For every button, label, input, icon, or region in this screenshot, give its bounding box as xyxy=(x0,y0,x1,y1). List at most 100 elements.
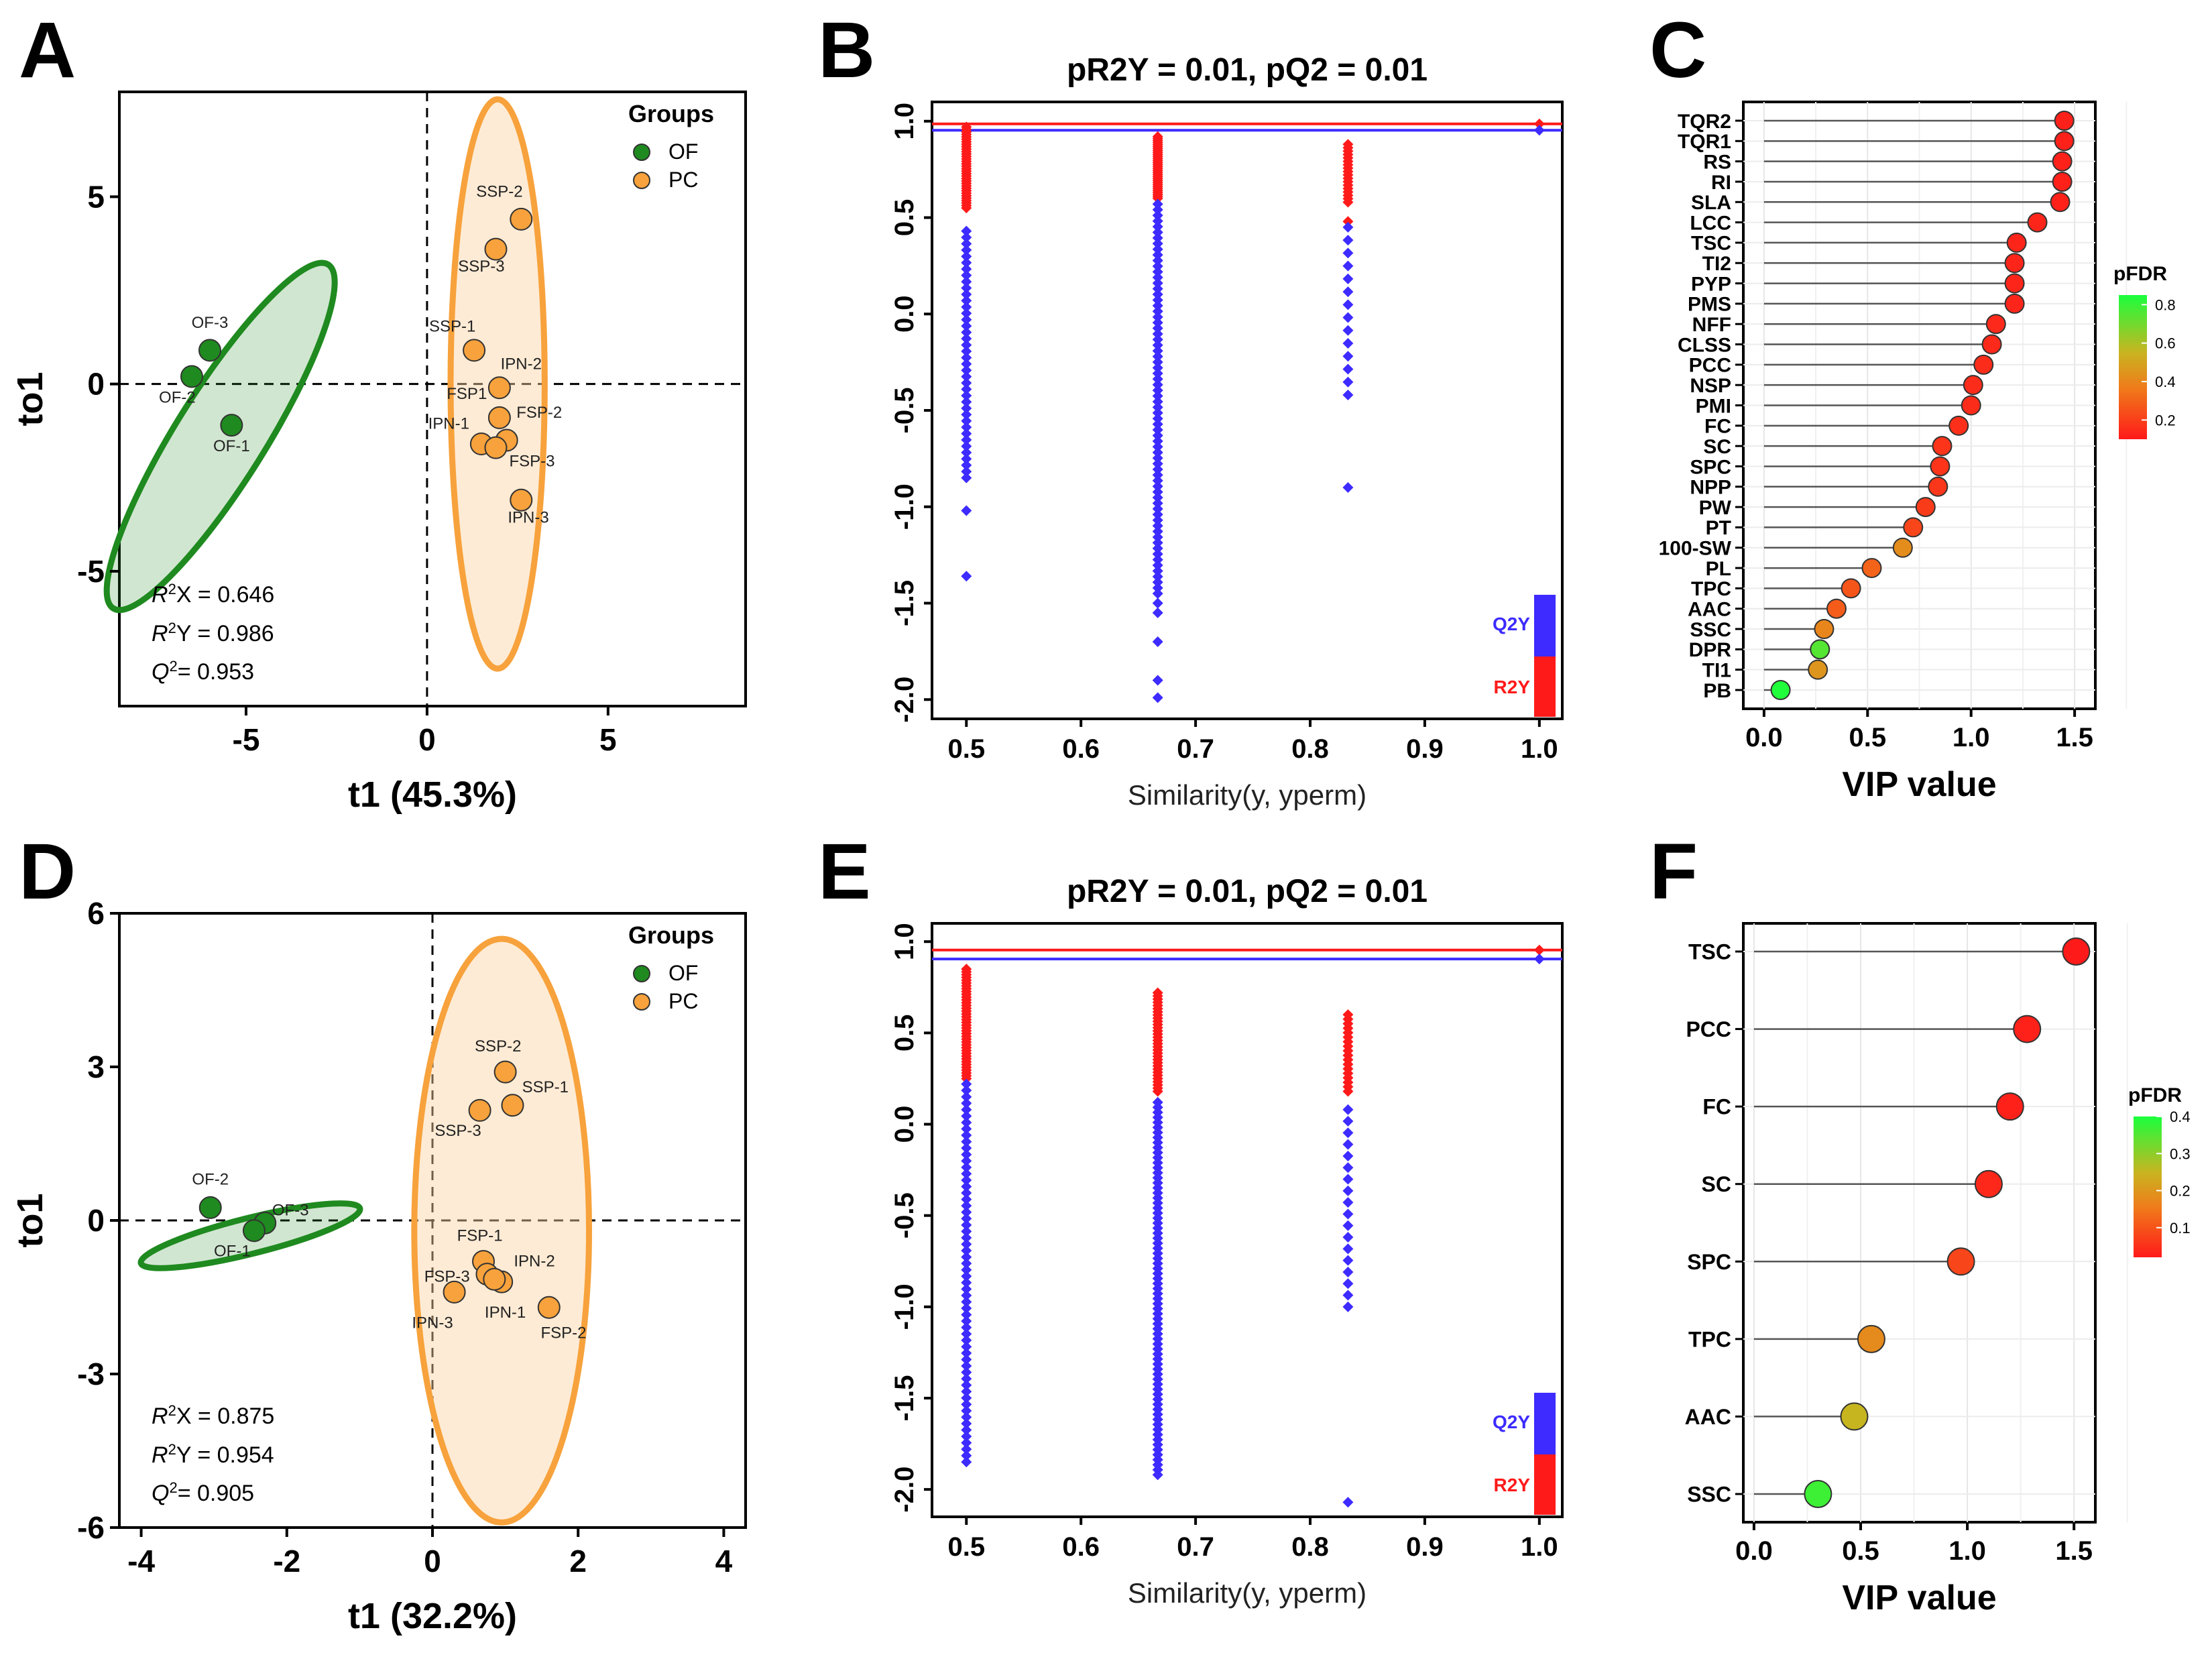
lollipop-dot xyxy=(1770,680,1791,700)
feature-label: TI2 xyxy=(1702,253,1731,275)
q2y-permutation-point xyxy=(961,1206,972,1218)
sample-label: OF-3 xyxy=(192,314,229,332)
q2y-permutation-point xyxy=(1533,954,1545,965)
vip-plot-C: TQR2TQR1RSRISLALCCTSCTI2PYPPMSNFFCLSSPCC… xyxy=(1659,101,2176,804)
x-axis-label: t1 (45.3%) xyxy=(348,775,517,815)
feature-label: PMS xyxy=(1688,294,1731,316)
feature-label: TQR1 xyxy=(1678,131,1731,153)
lollipop-dot xyxy=(1810,639,1830,660)
q2y-permutation-point xyxy=(1152,560,1163,571)
r2y-permutation-point xyxy=(1342,1009,1354,1021)
q2y-permutation-point xyxy=(961,390,972,401)
q2y-permutation-point xyxy=(1342,221,1354,233)
q2y-permutation-point xyxy=(1152,514,1163,526)
feature-label: PL xyxy=(1706,558,1731,580)
q2y-permutation-point xyxy=(1152,306,1163,317)
feature-label: NFF xyxy=(1692,314,1731,336)
q2y-permutation-point xyxy=(961,1155,972,1167)
q2y-permutation-point xyxy=(961,365,972,376)
q2y-permutation-point xyxy=(1152,289,1163,300)
q2y-permutation-point xyxy=(961,1239,972,1250)
chart-title: pR2Y = 0.01, pQ2 = 0.01 xyxy=(1067,874,1428,909)
q2y-permutation-point xyxy=(1152,509,1163,520)
q2y-permutation-point xyxy=(1342,1266,1354,1277)
x-axis-label: Similarity(y, yperm) xyxy=(1128,779,1366,811)
q2y-permutation-point xyxy=(1152,492,1163,504)
q2y-permutation-point xyxy=(961,1283,972,1295)
q2y-permutation-point xyxy=(1342,1173,1354,1185)
sample-point xyxy=(220,414,243,437)
q2y-permutation-point xyxy=(1152,526,1163,537)
q2y-permutation-point xyxy=(961,1232,972,1243)
lollipop-dot xyxy=(2052,171,2073,192)
feature-label: FC xyxy=(1704,416,1731,438)
q2y-permutation-point xyxy=(961,1444,972,1455)
score-plot-A: OF-3 OF-2 OF-1 SSP-2 SSP-3 SSP-1 IPN-2 FSP1 FSP-… xyxy=(10,91,747,815)
q2y-permutation-point xyxy=(1152,636,1163,647)
q2y-permutation-point xyxy=(961,308,972,319)
legend-bar-R2Y xyxy=(1534,1454,1556,1515)
q2y-permutation-point xyxy=(961,1181,972,1192)
q2y-permutation-point xyxy=(1342,1278,1354,1289)
lollipop-dot xyxy=(1981,334,2002,355)
lollipop-dot xyxy=(1963,375,1983,396)
colorbar-tick-label: 0.3 xyxy=(2170,1145,2191,1162)
model-statistic: R2X = 0.875 xyxy=(152,1402,274,1430)
sample-point xyxy=(487,376,511,400)
q2y-permutation-point xyxy=(1342,1116,1354,1127)
feature-label: CLSS xyxy=(1678,334,1731,356)
q2y-permutation-point xyxy=(961,453,972,465)
y-tick-label: -3 xyxy=(77,1357,105,1391)
q2y-permutation-point xyxy=(961,422,972,433)
sample-point xyxy=(483,1267,506,1291)
q2y-permutation-point xyxy=(961,327,972,338)
q2y-permutation-point xyxy=(961,1424,972,1436)
q2y-permutation-point xyxy=(1152,317,1163,329)
plot-frame xyxy=(931,922,1564,1518)
q2y-permutation-point xyxy=(1342,1497,1354,1508)
lollipop-dot xyxy=(2052,151,2073,172)
q2y-permutation-point xyxy=(1533,125,1545,136)
q2y-permutation-point xyxy=(1152,221,1163,233)
q2y-permutation-point xyxy=(1342,1220,1354,1231)
lollipop-dot xyxy=(2006,232,2027,253)
q2y-permutation-point xyxy=(1342,1289,1354,1301)
q2y-permutation-point xyxy=(961,1373,972,1385)
q2y-permutation-point xyxy=(1342,1255,1354,1266)
legend-marker-OF xyxy=(633,965,650,982)
feature-label: TPC xyxy=(1688,1327,1731,1351)
q2y-permutation-point xyxy=(961,1379,972,1391)
y-tick-label: -1.0 xyxy=(890,1283,919,1330)
q2y-permutation-point xyxy=(961,378,972,389)
q2y-permutation-point xyxy=(961,1098,972,1109)
feature-label: NPP xyxy=(1690,477,1731,499)
q2y-permutation-point xyxy=(961,1316,972,1327)
q2y-permutation-point xyxy=(961,396,972,408)
x-tick-label: 0.9 xyxy=(1406,734,1444,764)
q2y-permutation-point xyxy=(961,402,972,414)
q2y-permutation-point xyxy=(961,321,972,332)
q2y-permutation-point xyxy=(1152,396,1163,407)
q2y-permutation-point xyxy=(1342,260,1354,272)
model-statistic: Q2= 0.905 xyxy=(152,1479,254,1507)
feature-label: LCC xyxy=(1690,212,1731,234)
q2y-permutation-point xyxy=(961,1303,972,1314)
sample-label: SSP-2 xyxy=(476,182,522,200)
q2y-permutation-point xyxy=(1152,549,1163,560)
sample-label: SSP-1 xyxy=(429,317,475,335)
colorbar xyxy=(2134,1116,2162,1257)
q2y-permutation-point xyxy=(961,447,972,458)
q2y-permutation-point xyxy=(961,225,972,237)
q2y-permutation-point xyxy=(961,276,972,288)
colorbar-tick-label: 0.4 xyxy=(2155,374,2176,390)
chart-title: pR2Y = 0.01, pQ2 = 0.01 xyxy=(1067,52,1428,88)
lollipop-dot xyxy=(1915,497,1936,518)
x-tick-label: 0.8 xyxy=(1291,1532,1329,1562)
sample-label: SSP-1 xyxy=(522,1078,569,1096)
q2y-permutation-point xyxy=(1152,447,1163,458)
y-tick-label: -1.0 xyxy=(890,483,919,530)
colorbar-tick-label: 0.8 xyxy=(2155,296,2176,313)
lollipop-dot xyxy=(2054,111,2075,131)
lollipop-dot xyxy=(1892,537,1913,558)
